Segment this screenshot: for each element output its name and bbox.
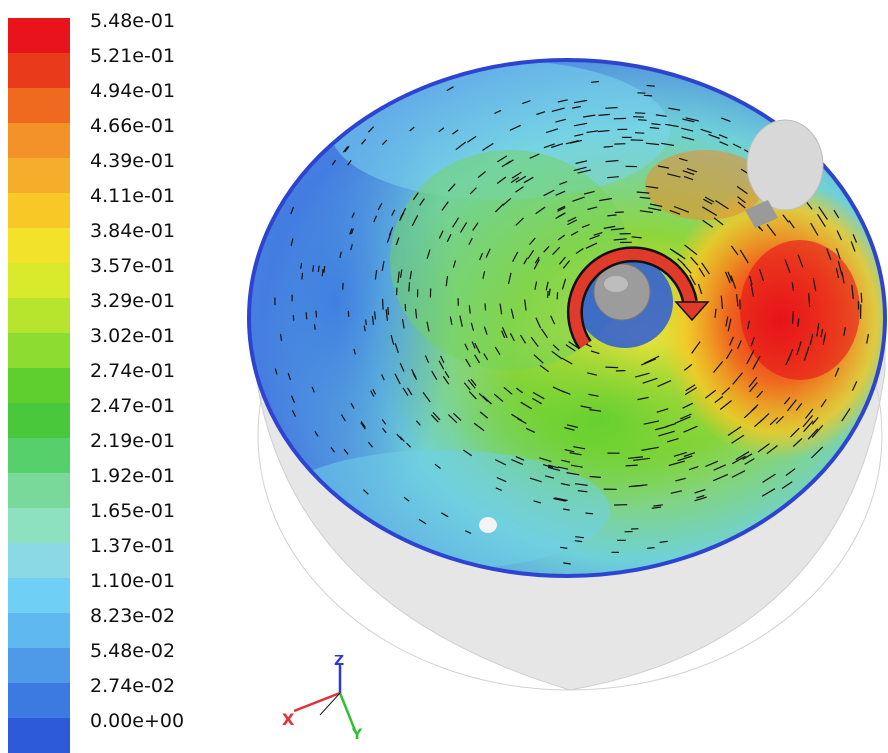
legend-swatch bbox=[8, 578, 70, 613]
velocity-vector bbox=[635, 133, 644, 134]
velocity-vector bbox=[585, 513, 593, 514]
legend-tick-label: 2.74e-02 bbox=[90, 675, 175, 697]
legend-swatch bbox=[8, 718, 70, 753]
velocity-vector bbox=[306, 312, 307, 319]
velocity-vector bbox=[315, 324, 316, 330]
legend-swatch bbox=[8, 53, 70, 88]
legend-tick-label: 3.84e-01 bbox=[90, 220, 175, 242]
z-axis-label: Z bbox=[334, 655, 344, 669]
legend-tick-label: 2.74e-01 bbox=[90, 360, 175, 382]
velocity-vector bbox=[647, 548, 655, 549]
velocity-vector bbox=[366, 320, 367, 326]
velocity-vector bbox=[635, 113, 645, 114]
legend-tick-label: 5.21e-01 bbox=[90, 45, 175, 67]
legend-swatch bbox=[8, 438, 70, 473]
velocity-vector bbox=[626, 465, 638, 466]
y-axis-label: Y bbox=[351, 727, 363, 740]
axis-triad: Z X Y bbox=[276, 655, 366, 740]
legend-swatch bbox=[8, 263, 70, 298]
velocity-vector bbox=[615, 212, 624, 213]
legend-tick-label: 4.66e-01 bbox=[90, 115, 175, 137]
velocity-vector bbox=[861, 293, 862, 303]
legend-tick-label: 0.00e+00 bbox=[90, 710, 184, 732]
legend-swatch bbox=[8, 683, 70, 718]
velocity-vector bbox=[548, 291, 549, 298]
velocity-vector bbox=[348, 311, 349, 317]
legend-tick-label: 4.11e-01 bbox=[90, 185, 175, 207]
legend-swatch bbox=[8, 368, 70, 403]
velocity-vector bbox=[647, 86, 655, 87]
velocity-vector bbox=[302, 273, 303, 280]
legend-swatch bbox=[8, 333, 70, 368]
velocity-vector bbox=[605, 108, 617, 109]
velocity-vector bbox=[485, 303, 486, 310]
legend-tick-label: 2.19e-01 bbox=[90, 430, 175, 452]
legend-swatch bbox=[8, 298, 70, 333]
legend-tick-label: 4.94e-01 bbox=[90, 80, 175, 102]
legend-swatch bbox=[8, 228, 70, 263]
velocity-vector bbox=[375, 311, 376, 319]
legend-tick-label: 1.92e-01 bbox=[90, 465, 175, 487]
velocity-vector bbox=[644, 95, 652, 96]
legend-tick-label: 1.10e-01 bbox=[90, 570, 175, 592]
velocity-vector bbox=[591, 82, 599, 83]
x-axis-label: X bbox=[282, 710, 295, 729]
legend-swatch bbox=[8, 123, 70, 158]
legend-tick-label: 5.48e-01 bbox=[90, 10, 175, 32]
velocity-vector bbox=[605, 367, 618, 368]
velocity-vector bbox=[316, 311, 317, 318]
velocity-vector bbox=[388, 307, 389, 315]
legend-swatch bbox=[8, 158, 70, 193]
legend-tick-label: 3.57e-01 bbox=[90, 255, 175, 277]
legend-tick-label: 1.37e-01 bbox=[90, 535, 175, 557]
legend-swatch bbox=[8, 648, 70, 683]
legend-tick-label: 4.39e-01 bbox=[90, 150, 175, 172]
legend-swatch bbox=[8, 403, 70, 438]
legend-swatch bbox=[8, 508, 70, 543]
velocity-vector bbox=[633, 117, 644, 118]
outlet-hole bbox=[479, 517, 497, 533]
legend-swatch bbox=[8, 18, 70, 53]
legend-tick-label: 2.47e-01 bbox=[90, 395, 175, 417]
legend-tick-label: 5.48e-02 bbox=[90, 640, 175, 662]
velocity-vector bbox=[638, 120, 647, 121]
legend-swatch bbox=[8, 613, 70, 648]
velocity-vector bbox=[301, 263, 302, 269]
velocity-vector bbox=[383, 299, 384, 310]
legend-tick-label: 3.02e-01 bbox=[90, 325, 175, 347]
inlet-opening bbox=[747, 120, 823, 210]
velocity-vector bbox=[409, 282, 410, 291]
legend-swatch bbox=[8, 193, 70, 228]
legend-swatch bbox=[8, 473, 70, 508]
velocity-vector bbox=[604, 146, 613, 147]
legend-swatch bbox=[8, 543, 70, 578]
velocity-contour-view bbox=[240, 40, 888, 740]
legend-tick-label: 1.65e-01 bbox=[90, 500, 175, 522]
legend-tick-label: 8.23e-02 bbox=[90, 605, 175, 627]
velocity-vector bbox=[324, 266, 325, 272]
legend-tick-label: 3.29e-01 bbox=[90, 290, 175, 312]
legend-swatch bbox=[8, 88, 70, 123]
